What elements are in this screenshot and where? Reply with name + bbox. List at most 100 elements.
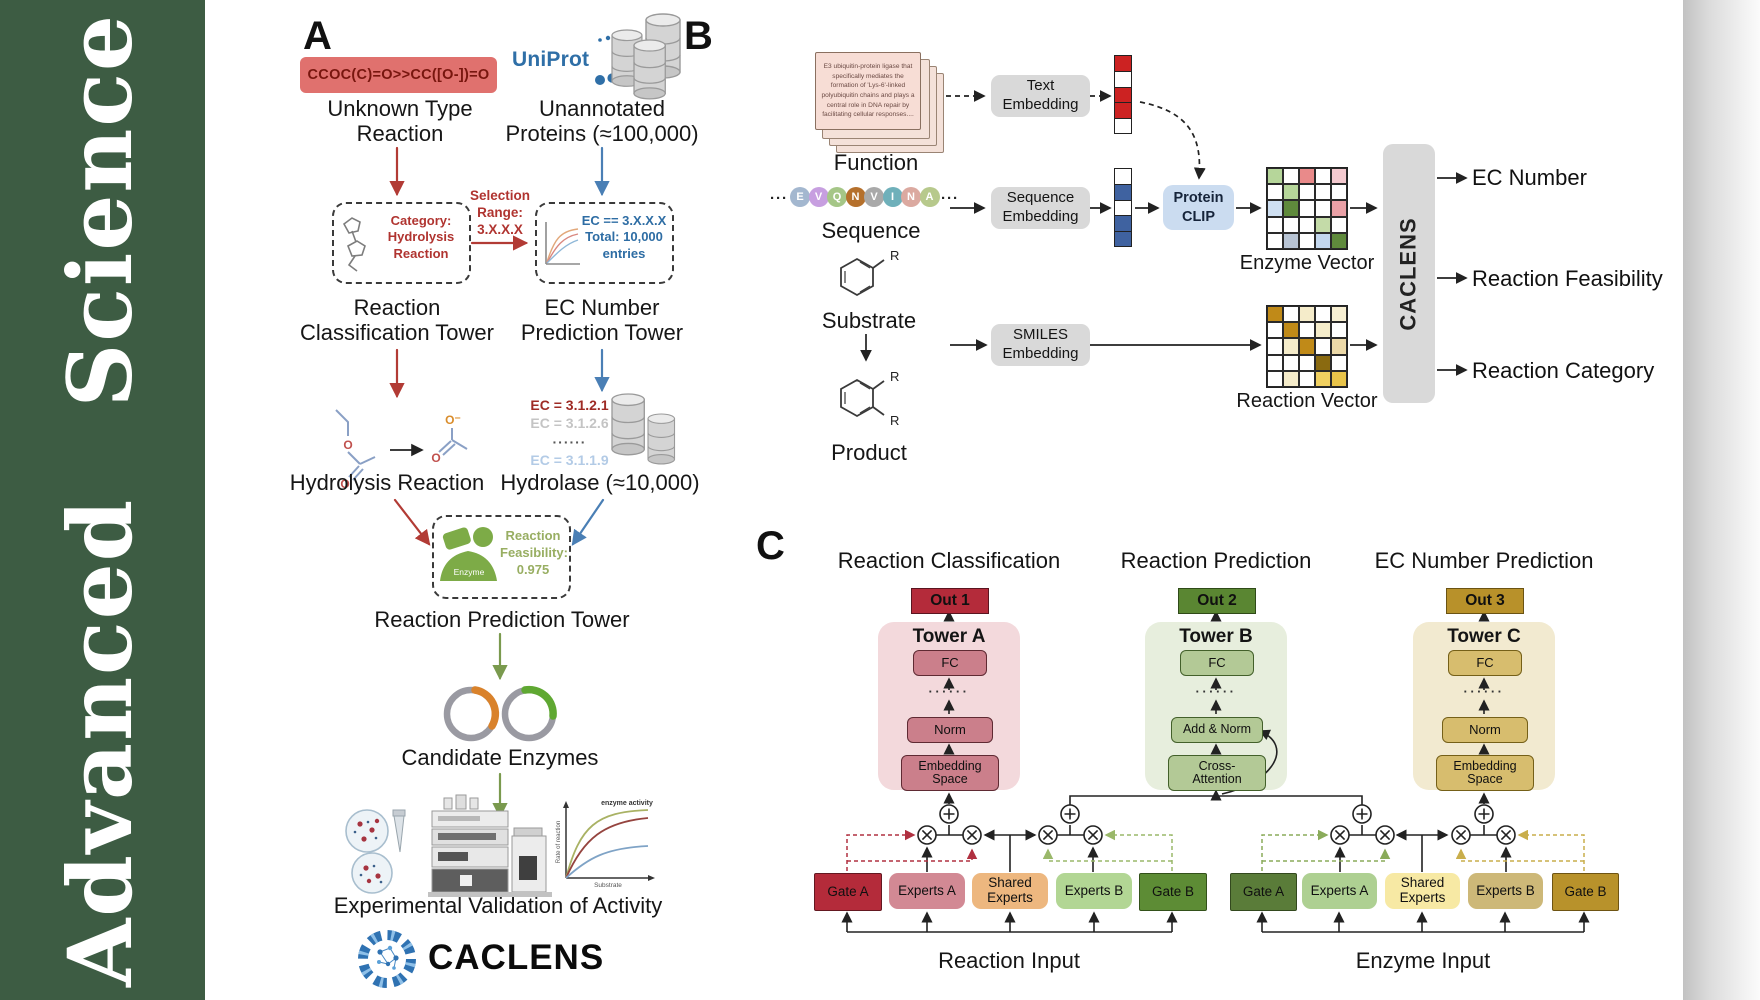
residue-circle: N <box>845 187 866 207</box>
matrix-cell <box>1299 322 1315 339</box>
enzyme-shared-experts: Shared Experts <box>1385 873 1460 909</box>
residue-circle: N <box>901 187 921 207</box>
hydrolase-label: Hydrolase (≈10,000) <box>500 470 700 495</box>
matrix-cell <box>1267 216 1283 233</box>
tower-c-embedding-space: Embedding Space <box>1436 755 1534 791</box>
vector-cell <box>1115 169 1131 185</box>
matrix-cell <box>1315 370 1331 387</box>
matrix-cell <box>1267 338 1283 355</box>
tower-b-cross-attention: Cross- Attention <box>1168 755 1266 791</box>
product-label: Product <box>831 440 907 465</box>
residue-circle: E <box>790 187 810 207</box>
function-card: E3 ubiquitin-protein ligase that specifi… <box>815 52 921 130</box>
oplus-icon <box>939 804 959 824</box>
reaction-shared-experts: Shared Experts <box>972 873 1048 909</box>
tower-a-norm: Norm <box>907 717 993 743</box>
matrix-cell <box>1299 370 1315 387</box>
sequence-label: Sequence <box>821 218 921 243</box>
panelB-label: B <box>684 14 713 58</box>
matrix-cell <box>1299 306 1315 323</box>
svg-text:O: O <box>343 438 352 452</box>
function-label: Function <box>833 150 919 175</box>
output-reaction-category: Reaction Category <box>1472 358 1655 383</box>
oplus-icon <box>1474 804 1494 824</box>
otimes-icon <box>1375 825 1395 845</box>
reaction-experts-a: Experts A <box>889 873 965 909</box>
category-text: Category: Hydrolysis Reaction <box>387 213 455 261</box>
matrix-cell <box>1331 184 1347 201</box>
matrix-cell <box>1331 216 1347 233</box>
activity-graph: enzyme activity Rate of reaction Substra… <box>556 800 655 889</box>
matrix-cell <box>1283 322 1299 339</box>
matrix-cell <box>1283 338 1299 355</box>
ec-number-list: EC = 3.1.2.1 EC = 3.1.2.6 ······ EC = 3.… <box>512 396 627 470</box>
matrix-cell <box>1299 168 1315 185</box>
output-reaction-feasibility: Reaction Feasibility <box>1472 266 1663 291</box>
ec-range-text: EC == 3.X.X.X Total: 10,000 entries <box>581 213 667 261</box>
tower-b-fc: FC <box>1180 650 1254 676</box>
reaction-classification-box: Category: Hydrolysis Reaction <box>332 202 471 284</box>
oplus-icon <box>1352 804 1372 824</box>
sum-product-nodes <box>917 804 1516 845</box>
substrate-label: Substrate <box>821 308 917 333</box>
journal-title: Advanced Science <box>48 13 152 987</box>
matrix-cell <box>1315 216 1331 233</box>
svg-text:O⁻: O⁻ <box>445 413 461 427</box>
otimes-icon <box>917 825 937 845</box>
out1-box: Out 1 <box>911 588 989 614</box>
svg-text:R: R <box>890 413 899 428</box>
substrate-structure: R <box>840 248 899 297</box>
product-structure: R R <box>840 369 899 428</box>
ec-tower-label: EC Number Prediction Tower <box>520 295 684 346</box>
residue-circle: V <box>808 187 829 207</box>
output-ec-number: EC Number <box>1472 165 1587 190</box>
vector-cell <box>1115 230 1131 246</box>
svg-text:R: R <box>890 369 899 384</box>
enzyme-experts-b: Experts B <box>1468 873 1543 909</box>
sequence-ellipsis: ··· <box>770 190 788 207</box>
tower-c-title: Tower C <box>1447 626 1521 647</box>
out3-box: Out 3 <box>1446 588 1524 614</box>
matrix-cell <box>1315 354 1331 371</box>
column-title-ec-number-prediction: EC Number Prediction <box>1374 548 1594 573</box>
column-title-reaction-prediction: Reaction Prediction <box>1120 548 1312 573</box>
matrix-cell <box>1267 232 1283 249</box>
cells-icon <box>345 809 406 894</box>
tower-a-fc: FC <box>913 650 987 676</box>
enzyme-gate-b: Gate B <box>1552 873 1619 911</box>
sequence-embedding-vector <box>1114 168 1132 247</box>
reaction-gate-a: Gate A <box>814 873 882 911</box>
function-card-text: E3 ubiquitin-protein ligase that specifi… <box>821 63 915 119</box>
vector-cell <box>1115 102 1131 118</box>
tower-b-add-norm: Add & Norm <box>1171 717 1263 743</box>
reaction-feasibility-box: Reaction Feasibility: 0.975 <box>432 515 571 599</box>
matrix-cell <box>1267 200 1283 217</box>
text-embedding-vector <box>1114 55 1132 134</box>
journal-sidebar: Advanced Science <box>0 0 205 1000</box>
residue-circle: A <box>919 187 940 207</box>
matrix-cell <box>1283 354 1299 371</box>
oplus-icon <box>1060 804 1080 824</box>
matrix-cell <box>1331 232 1347 249</box>
matrix-cell <box>1315 184 1331 201</box>
reaction-vector-label: Reaction Vector <box>1236 390 1378 412</box>
enzyme-experts-a: Experts A <box>1302 873 1377 909</box>
ec-item: EC = 3.1.2.6 <box>530 415 609 432</box>
matrix-cell <box>1331 306 1347 323</box>
caclens-block-label: CACLENS <box>1396 216 1421 331</box>
matrix-cell <box>1283 232 1299 249</box>
vector-cell <box>1115 117 1131 133</box>
matrix-cell <box>1299 200 1315 217</box>
svg-text:O: O <box>431 451 440 465</box>
matrix-cell <box>1283 216 1299 233</box>
tower-c-norm: Norm <box>1442 717 1528 743</box>
matrix-cell <box>1299 338 1315 355</box>
validation-label: Experimental Validation of Activity <box>333 893 663 918</box>
tower-b-title: Tower B <box>1179 626 1253 647</box>
smiles-text: CCOC(C)=O>>CC([O-])=O <box>307 67 490 83</box>
caclens-block: CACLENS <box>1383 144 1435 403</box>
unknown-reaction-label: Unknown Type Reaction <box>327 96 473 147</box>
reaction-gate-b: Gate B <box>1139 873 1207 911</box>
